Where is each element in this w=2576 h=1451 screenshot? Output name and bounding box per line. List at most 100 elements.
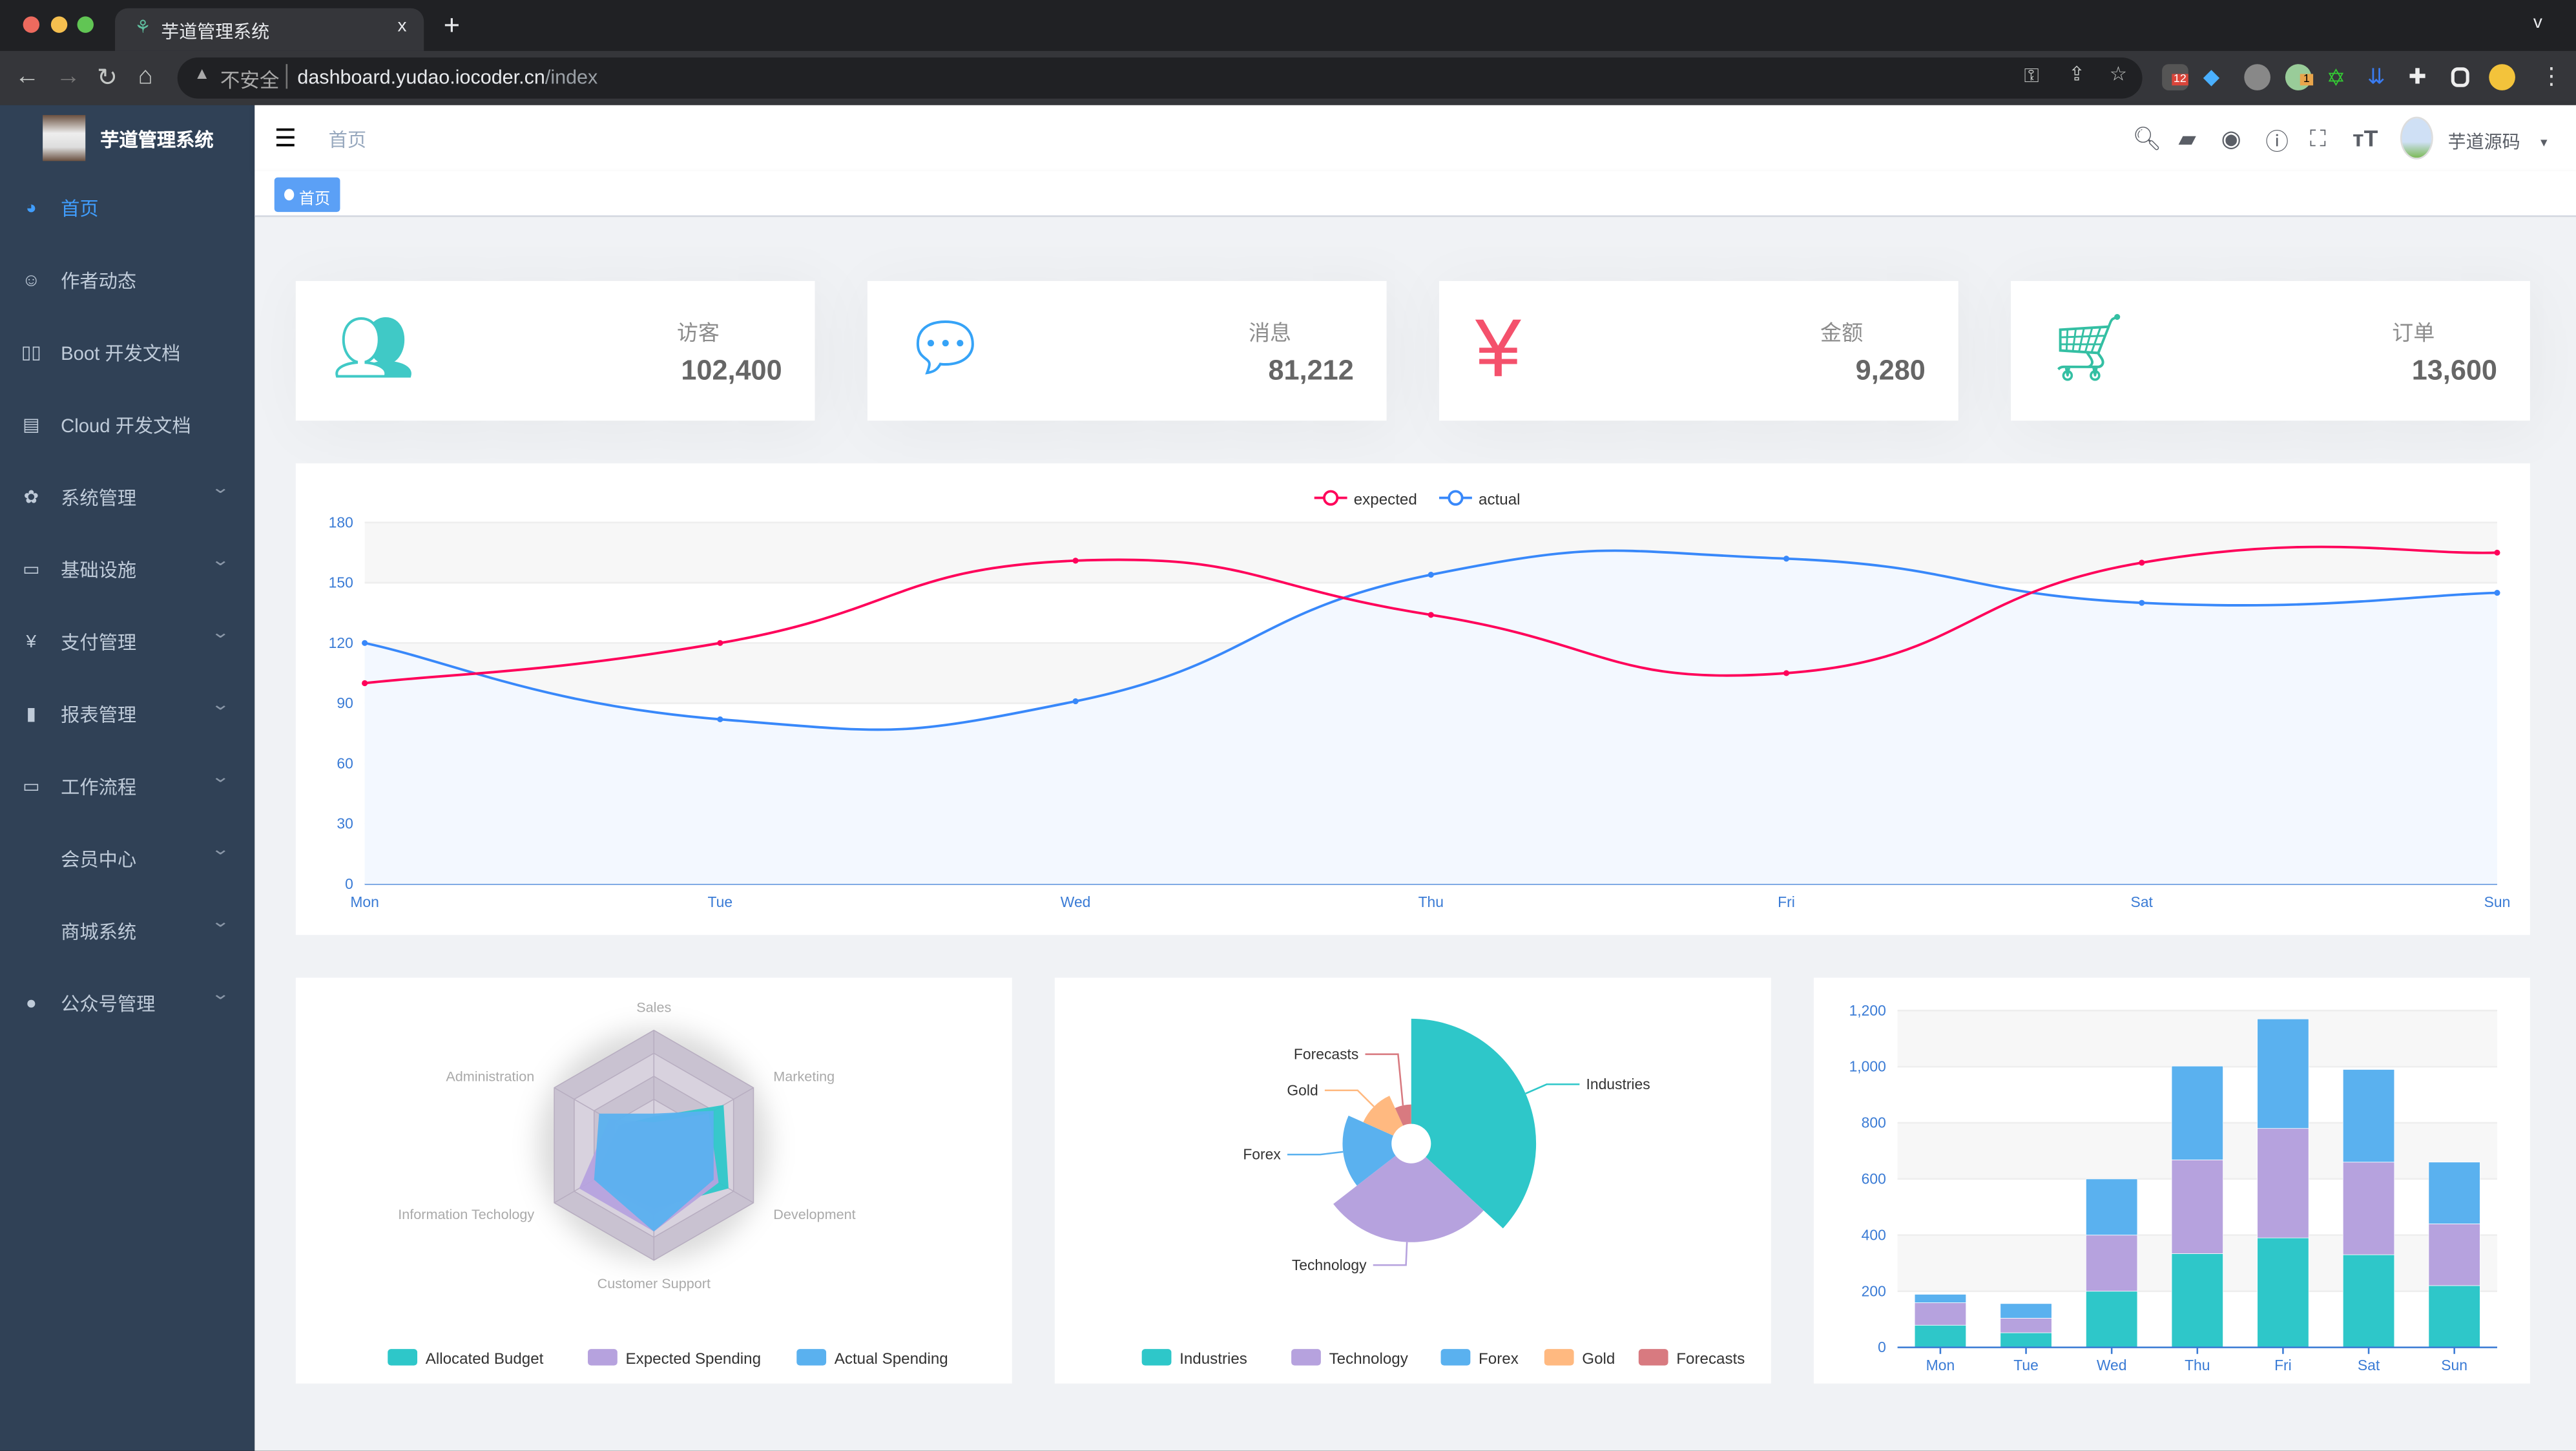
profile-avatar[interactable] <box>2489 64 2515 90</box>
sidebar-item[interactable]: 会员中心 ⌄ <box>0 823 254 895</box>
pie-chart: Industries Technology Forex Gold Forecasts In… <box>1141 1018 1745 1368</box>
bar-segment <box>1914 1294 1967 1303</box>
address-bar[interactable]: ▲ 不安全 dashboard.yudao.iocoder.cn/index ⚿… <box>177 57 2143 99</box>
data-point <box>717 640 723 646</box>
data-point <box>2139 600 2145 606</box>
bar-segment <box>2171 1065 2223 1160</box>
key-icon[interactable]: ⚿ <box>2024 64 2039 87</box>
logo-title: 芋道管理系统 <box>100 131 214 151</box>
briefcase-icon: ▭ <box>23 777 40 797</box>
help-icon[interactable]: ⓘ <box>2265 128 2289 155</box>
minimize-window-button[interactable] <box>50 16 68 33</box>
bar-segment <box>2257 1018 2309 1129</box>
legend-marker <box>1291 1349 1321 1366</box>
message-icon[interactable]: ▰ <box>2178 125 2196 151</box>
bar-segment <box>2086 1291 2138 1348</box>
panel-money[interactable]: ¥ 金额 9,280 <box>1439 280 1958 421</box>
browser-tab-bar <box>0 0 2576 51</box>
x-tick-label: Mon <box>1926 1357 1955 1373</box>
sidebar-item[interactable]: ☺ 作者动态 <box>0 245 254 317</box>
back-icon[interactable]: ← <box>14 62 40 90</box>
sidebar-item-label: Boot 开发文档 <box>61 345 181 365</box>
diamond-extension-icon[interactable]: ◆ <box>2203 64 2220 89</box>
sidebar-item[interactable]: ✿ 系统管理 ⌄ <box>0 462 254 534</box>
sidebar-item[interactable]: ▭ 工作流程 ⌄ <box>0 751 254 823</box>
sidebar-item-label: 作者动态 <box>61 273 137 293</box>
y-tick-label: 180 <box>329 514 353 530</box>
bar-segment <box>2257 1237 2309 1348</box>
browser-tab[interactable]: ⚘ 芋道管理系统 x <box>115 8 424 51</box>
font-size-icon[interactable]: ᴛT <box>2353 125 2378 151</box>
command-extension-icon[interactable] <box>2244 64 2270 90</box>
navbar <box>254 105 2576 171</box>
panel-value: 102,400 <box>681 355 782 386</box>
star-extension-icon[interactable]: ✡ <box>2326 64 2346 90</box>
x-tick-label: Sun <box>2484 893 2511 910</box>
tab-search-button[interactable]: v <box>2533 13 2542 33</box>
data-point <box>2494 590 2500 596</box>
home-icon[interactable]: ⌂ <box>138 62 153 90</box>
maximize-window-button[interactable] <box>77 16 94 33</box>
chevron-down-icon: ⌄ <box>211 552 231 570</box>
sidebar-item-label: 会员中心 <box>61 851 137 872</box>
legend-marker <box>1448 490 1464 506</box>
sidepanel-icon[interactable] <box>2451 67 2469 87</box>
x-tick-label: Thu <box>1418 893 1444 910</box>
message-icon: 💬︎ <box>903 312 988 385</box>
bar-segment <box>2342 1254 2395 1348</box>
user-avatar[interactable] <box>2400 116 2433 160</box>
sidebar-item[interactable]: ▤ Cloud 开发文档 <box>0 390 254 462</box>
sidebar-item-label: 系统管理 <box>61 489 137 510</box>
y-tick-label: 400 <box>1862 1226 1886 1243</box>
github-icon[interactable]: ◉ <box>2221 125 2241 151</box>
panel-peoples[interactable]: 👥︎ 访客 102,400 <box>295 280 815 421</box>
legend-marker <box>1323 490 1339 506</box>
bar-chart: 0 200 400 600 800 1,000 1,200 Mon Tue Wed Thu Fri Sa… <box>1849 1002 2497 1373</box>
panel-value: 9,280 <box>1855 355 1926 386</box>
sidebar-item[interactable]: ▭ 基础设施 ⌄ <box>0 534 254 607</box>
close-window-button[interactable] <box>23 16 40 33</box>
fullscreen-icon[interactable]: ⛶ <box>2310 125 2326 151</box>
browser-menu-icon[interactable]: ⋮ <box>2540 62 2563 89</box>
tab-close-button[interactable]: x <box>397 16 407 36</box>
radar-chart: Sales Administration Information Techology… <box>388 999 948 1368</box>
search-icon[interactable]: 🔍︎ <box>2132 125 2162 151</box>
y-tick-label: 200 <box>1862 1282 1886 1299</box>
sidebar-item[interactable]: ▮ 报表管理 ⌄ <box>0 678 254 751</box>
bar-chart-card: 0 200 400 600 800 1,000 1,200 Mon Tue Wed Thu Fri Sa… <box>1813 977 2530 1384</box>
chat-face-icon: ☺ <box>22 271 41 291</box>
sidebar-item[interactable]: 商城系统 ⌄ <box>0 895 254 968</box>
sidebar-item[interactable]: ¥ 支付管理 ⌄ <box>0 607 254 679</box>
data-point <box>2139 559 2145 566</box>
bar-segment <box>1914 1324 1967 1348</box>
hamburger-icon[interactable]: ☰ <box>274 125 296 153</box>
legend-marker <box>1141 1349 1172 1366</box>
reload-icon[interactable]: ↻ <box>97 64 118 92</box>
sidebar-item[interactable]: ▯▯ Boot 开发文档 <box>0 317 254 390</box>
chevron-down-icon: ⌄ <box>211 986 231 1005</box>
bar-segment <box>2428 1224 2480 1286</box>
shopping-cart-icon: 🛒︎ <box>2047 312 2131 385</box>
panel-message[interactable]: 💬︎ 消息 81,212 <box>867 280 1387 421</box>
legend-label: Industries <box>1179 1350 1247 1368</box>
caret-down-icon[interactable]: ▼ <box>2538 138 2550 150</box>
puzzle-icon[interactable]: ✚ <box>2408 64 2427 89</box>
share-icon[interactable]: ⇪ <box>2068 62 2085 86</box>
legend-marker <box>796 1349 827 1366</box>
sidebar-item[interactable]: ◕ 首页 <box>0 172 254 245</box>
user-name[interactable]: 芋道源码 <box>2447 133 2520 153</box>
extension-icon[interactable]: 12 <box>2162 64 2188 90</box>
money-icon: ¥ <box>1475 302 1521 395</box>
sidebar-item[interactable]: ● 公众号管理 ⌄ <box>0 968 254 1040</box>
bookmark-star-icon[interactable]: ☆ <box>2109 62 2128 86</box>
chevrons-extension-icon[interactable]: ⇊ <box>2367 64 2385 89</box>
forward-icon[interactable]: → <box>56 62 81 90</box>
panel-shopping-cart[interactable]: 🛒︎ 订单 13,600 <box>2011 280 2530 421</box>
new-tab-button[interactable]: + <box>443 10 460 41</box>
peoples-icon: 👥︎ <box>331 312 415 385</box>
green-dot-extension-icon[interactable]: 1 <box>2285 64 2313 90</box>
tag-home[interactable]: 首页 <box>274 177 340 213</box>
extension-badge: 1 <box>2300 74 2313 86</box>
tag-label: 首页 <box>298 191 331 209</box>
blank-icon <box>20 848 43 871</box>
